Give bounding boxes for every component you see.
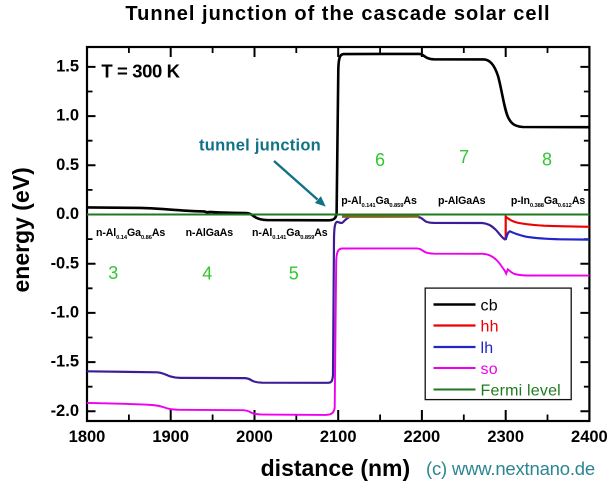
svg-text:tunnel junction: tunnel junction xyxy=(199,137,321,155)
svg-text:2400: 2400 xyxy=(571,428,608,446)
svg-text:-0.5: -0.5 xyxy=(51,254,79,272)
svg-text:7: 7 xyxy=(459,147,469,167)
svg-text:2000: 2000 xyxy=(236,428,273,446)
svg-text:1.5: 1.5 xyxy=(56,58,79,76)
svg-text:hh: hh xyxy=(481,318,499,335)
svg-text:4: 4 xyxy=(202,264,212,284)
svg-text:cb: cb xyxy=(481,297,498,314)
svg-text:1900: 1900 xyxy=(152,428,189,446)
svg-text:n-AlGaAs: n-AlGaAs xyxy=(186,227,234,239)
svg-text:p-AlGaAs: p-AlGaAs xyxy=(438,195,486,207)
svg-text:so: so xyxy=(481,361,498,378)
svg-text:6: 6 xyxy=(375,150,385,170)
svg-text:0.5: 0.5 xyxy=(56,156,79,174)
svg-text:T = 300 K: T = 300 K xyxy=(101,61,180,82)
svg-text:Fermi level: Fermi level xyxy=(481,382,561,399)
svg-text:2100: 2100 xyxy=(320,428,357,446)
svg-text:lh: lh xyxy=(481,340,494,357)
svg-text:(c) www.nextnano.de: (c) www.nextnano.de xyxy=(426,458,595,479)
svg-text:3: 3 xyxy=(108,263,118,283)
svg-text:n-Al0.14Ga0.86As: n-Al0.14Ga0.86As xyxy=(96,227,165,241)
svg-text:1.0: 1.0 xyxy=(56,107,79,125)
svg-text:5: 5 xyxy=(289,264,299,284)
svg-text:2200: 2200 xyxy=(404,428,441,446)
svg-text:-1.0: -1.0 xyxy=(51,304,79,322)
svg-text:1800: 1800 xyxy=(69,428,106,446)
svg-text:0.0: 0.0 xyxy=(56,205,79,223)
svg-text:Tunnel junction of the cascade: Tunnel junction of the cascade solar cel… xyxy=(125,3,550,25)
svg-text:8: 8 xyxy=(542,149,552,169)
svg-text:2300: 2300 xyxy=(487,428,524,446)
svg-text:-1.5: -1.5 xyxy=(51,353,79,371)
svg-text:energy (eV): energy (eV) xyxy=(8,167,34,292)
svg-text:-2.0: -2.0 xyxy=(51,402,79,420)
svg-text:distance (nm): distance (nm) xyxy=(261,455,411,481)
